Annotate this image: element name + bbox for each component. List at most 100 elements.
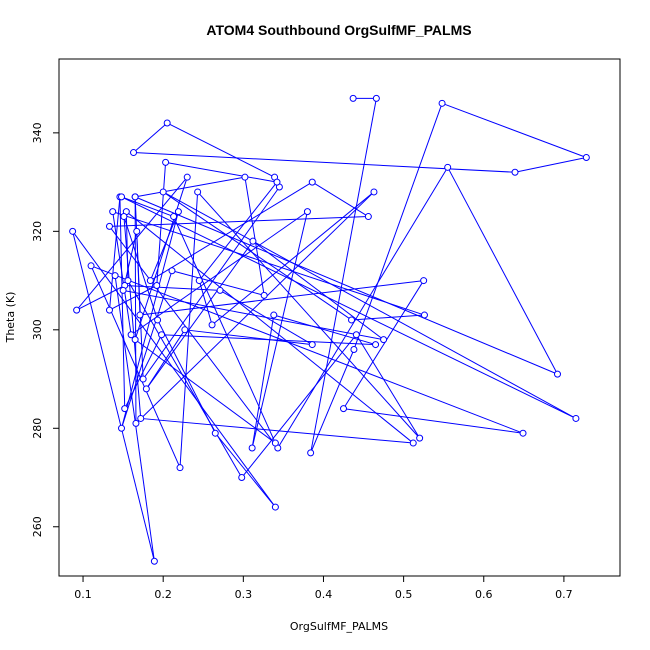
- data-point: [572, 414, 580, 422]
- series-segment: [139, 280, 424, 316]
- series-segment: [125, 211, 129, 281]
- x-tick-label: 0.5: [395, 588, 413, 601]
- data-point: [216, 286, 224, 294]
- series-segment: [244, 177, 265, 296]
- data-point: [195, 277, 203, 285]
- series-segment: [343, 408, 524, 434]
- x-axis-title: OrgSulfMF_PALMS: [290, 620, 388, 633]
- series-segment: [197, 191, 421, 439]
- series-segment: [123, 289, 384, 341]
- series-segment: [76, 176, 188, 311]
- y-axis-ticks: 260 280 300 320 340: [31, 122, 59, 537]
- data-point: [159, 188, 167, 196]
- data-point: [248, 444, 256, 452]
- data-point: [303, 208, 311, 216]
- series-segment: [211, 191, 375, 326]
- data-point: [132, 419, 140, 427]
- data-point: [124, 277, 132, 285]
- data-point: [111, 272, 119, 280]
- series-segment: [72, 231, 155, 562]
- series-segment: [133, 152, 516, 173]
- series-segment: [109, 285, 158, 311]
- data-point: [136, 311, 144, 319]
- data-point: [271, 503, 279, 511]
- series-segment: [355, 334, 421, 439]
- series-segment: [252, 240, 384, 341]
- series-segment: [121, 196, 577, 419]
- data-point: [370, 188, 378, 196]
- series-segment: [127, 280, 243, 478]
- data-point: [444, 163, 452, 171]
- series-segment: [109, 216, 369, 227]
- data-point: [150, 557, 158, 565]
- data-point: [308, 178, 316, 186]
- series-segment: [134, 196, 558, 375]
- data-point: [176, 464, 184, 472]
- data-point: [420, 277, 428, 285]
- data-point: [349, 94, 357, 102]
- series-segment: [273, 314, 376, 346]
- x-tick-label: 0.6: [475, 588, 493, 601]
- series-segment: [165, 161, 278, 183]
- data-point: [372, 341, 380, 349]
- series-segment: [121, 196, 174, 218]
- y-axis-title: Theta (K): [4, 292, 17, 344]
- data-point: [139, 375, 147, 383]
- y-tick-label: 340: [31, 122, 44, 143]
- x-tick-label: 0.7: [555, 588, 573, 601]
- data-point: [409, 439, 417, 447]
- x-tick-label: 0.3: [235, 588, 253, 601]
- data-point: [194, 188, 202, 196]
- data-point: [133, 227, 141, 235]
- series-segment: [179, 191, 199, 468]
- data-point: [121, 405, 129, 413]
- data-point: [271, 439, 279, 447]
- series-segment: [72, 231, 276, 508]
- data-point: [142, 385, 150, 393]
- data-point: [118, 424, 126, 432]
- series-segment: [130, 211, 308, 336]
- plot-frame: [58, 58, 621, 577]
- series-segment: [166, 122, 275, 178]
- series-segment: [251, 314, 275, 449]
- series-segment: [311, 181, 369, 217]
- data-point: [131, 193, 139, 201]
- data-point: [340, 405, 348, 413]
- data-point: [420, 311, 428, 319]
- series-segment: [514, 156, 587, 173]
- series-segment: [156, 162, 167, 286]
- series-segment: [251, 211, 308, 449]
- data-point: [270, 311, 278, 319]
- data-point: [87, 262, 95, 270]
- series-segment: [134, 339, 276, 444]
- series-segment: [123, 216, 142, 419]
- data-point: [260, 291, 268, 299]
- series-segment: [90, 265, 181, 468]
- series-segment: [277, 167, 449, 449]
- series-segment: [214, 432, 276, 508]
- series-segment: [123, 216, 159, 321]
- data-point: [438, 99, 446, 107]
- series-segment: [310, 349, 355, 454]
- series-segment: [145, 329, 186, 390]
- data-point: [158, 331, 166, 339]
- data-point: [553, 370, 561, 378]
- data-point: [131, 336, 139, 344]
- series-segment: [124, 334, 163, 409]
- series-segment: [114, 275, 155, 562]
- data-point: [273, 178, 281, 186]
- data-point: [163, 119, 171, 127]
- series-segment: [241, 334, 357, 478]
- data-point: [183, 173, 191, 181]
- data-point: [174, 208, 182, 216]
- data-point: [119, 286, 127, 294]
- data-point: [69, 227, 77, 235]
- series-segment: [198, 280, 213, 326]
- x-tick-label: 0.4: [315, 588, 333, 601]
- series-segment: [184, 329, 313, 346]
- data-point: [364, 213, 372, 221]
- series-segment: [447, 167, 558, 375]
- series-segment: [162, 191, 352, 321]
- data-point: [372, 94, 380, 102]
- data-point: [519, 429, 527, 437]
